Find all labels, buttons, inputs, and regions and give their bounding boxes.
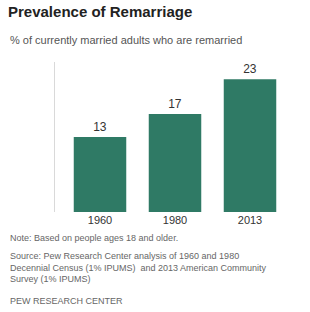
svg-text:2013: 2013 [238, 214, 262, 226]
svg-text:% of currently married adults: % of currently married adults who are re… [10, 34, 242, 46]
svg-text:PEW RESEARCH CENTER: PEW RESEARCH CENTER [10, 296, 123, 306]
svg-text:1980: 1980 [163, 214, 187, 226]
svg-text:1960: 1960 [88, 214, 112, 226]
svg-text:Note: Based on people ages 18: Note: Based on people ages 18 and older. [10, 233, 178, 243]
svg-text:13: 13 [93, 120, 107, 134]
svg-text:Prevalence of Remarriage: Prevalence of Remarriage [8, 3, 192, 20]
svg-text:Source: Pew Research Center an: Source: Pew Research Center analysis of … [10, 251, 267, 284]
svg-text:17: 17 [168, 97, 182, 111]
svg-text:23: 23 [243, 62, 257, 76]
